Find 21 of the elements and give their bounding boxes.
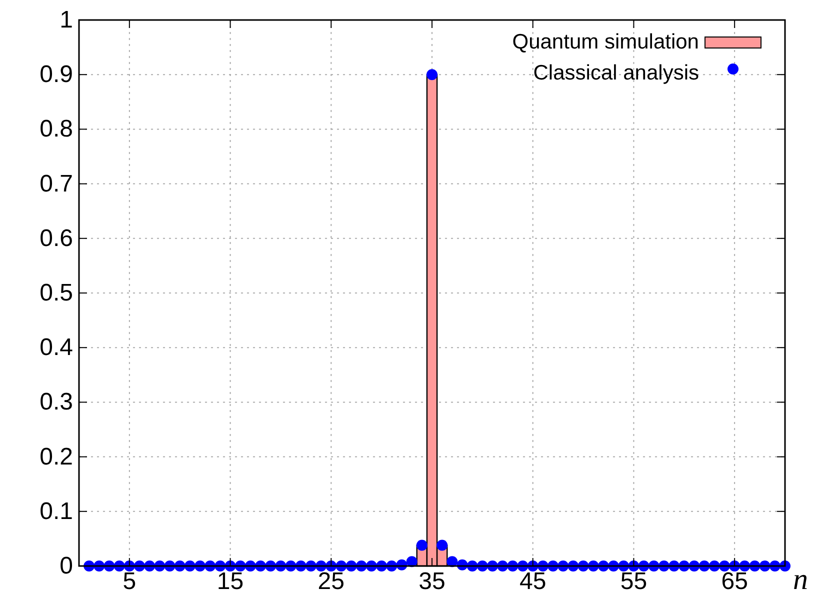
- y-tick-label: 0.8: [40, 116, 73, 143]
- y-tick-label: 0: [60, 552, 73, 580]
- x-tick-label: 15: [216, 568, 244, 595]
- x-axis-title: n: [793, 563, 808, 596]
- y-tick-label: 0.4: [40, 334, 73, 362]
- x-tick-label: 55: [620, 568, 648, 595]
- x-tick-label: 5: [122, 568, 136, 595]
- y-tick-label: 0.1: [40, 498, 73, 525]
- legend-label: Quantum simulation: [512, 30, 699, 54]
- x-tick-label: 35: [418, 568, 446, 595]
- y-tick-label: 0.2: [40, 443, 73, 470]
- legend-label: Classical analysis: [533, 62, 699, 84]
- y-tick-label: 0.5: [40, 280, 73, 306]
- x-tick-label: 45: [520, 568, 546, 595]
- x-tick-label: 25: [318, 568, 344, 595]
- y-tick-label: 1: [60, 6, 73, 34]
- x-tick-label: 65: [721, 568, 748, 595]
- y-tick-label: 0.6: [40, 224, 73, 252]
- y-tick-label: 0.3: [40, 388, 73, 416]
- y-tick-label: 0.9: [40, 61, 73, 88]
- y-tick-label: 0.7: [40, 170, 73, 198]
